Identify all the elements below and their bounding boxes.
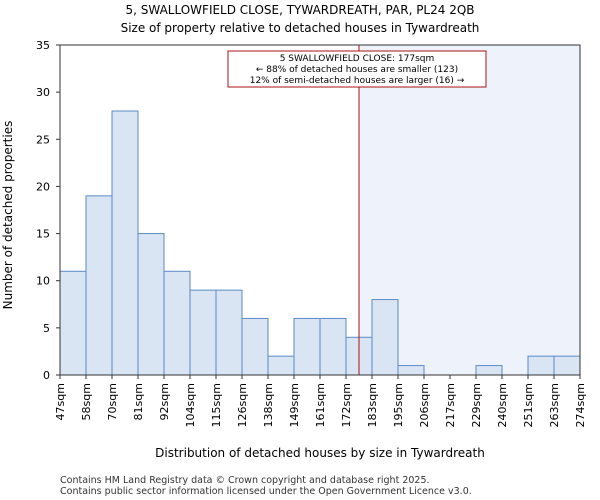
annotation-line-3: 12% of semi-detached houses are larger (… [250, 76, 465, 86]
bars-group [59, 110, 581, 376]
x-tick-label: 104sqm [184, 383, 197, 427]
bar-126sqm [241, 317, 269, 376]
x-tick-label: 81sqm [132, 383, 145, 420]
bar-183sqm [371, 299, 399, 376]
bar-104sqm [189, 289, 217, 376]
y-tick-label: 30 [36, 86, 50, 99]
bar-229sqm [475, 365, 503, 376]
bar-81sqm [137, 233, 165, 376]
y-axis: 0 5 10 15 20 25 30 35 [36, 39, 60, 382]
bar-138sqm [267, 355, 295, 376]
x-tick-label: 47sqm [54, 383, 67, 420]
x-tick-label: 58sqm [80, 383, 93, 420]
x-tick-label: 274sqm [574, 383, 587, 427]
y-tick-label: 5 [43, 322, 50, 335]
x-tick-label: 70sqm [106, 383, 119, 420]
x-axis: 47sqm 58sqm 70sqm 81sqm 92sqm 104sqm 115sqm 126… [54, 375, 587, 427]
annotation-box: 5 SWALLOWFIELD CLOSE: 177sqm ← 88% of de… [227, 50, 487, 88]
bar-263sqm [553, 355, 581, 376]
x-tick-label: 138sqm [262, 383, 275, 427]
annotation-frame [227, 50, 487, 88]
x-tick-label: 183sqm [366, 383, 379, 427]
x-tick-label: 240sqm [496, 383, 509, 427]
x-tick-label: 161sqm [314, 383, 327, 427]
y-tick-label: 10 [36, 275, 50, 288]
x-tick-label: 92sqm [158, 383, 171, 420]
bar-161sqm [319, 317, 347, 376]
footer-line-1: Contains HM Land Registry data © Crown c… [60, 475, 430, 486]
footer-line-2: Contains public sector information licen… [60, 486, 472, 497]
x-tick-label: 126sqm [236, 383, 249, 427]
y-axis-label: Number of detached properties [1, 121, 15, 310]
bar-195sqm [397, 365, 425, 376]
bar-115sqm [215, 289, 243, 376]
annotation-line-2: ← 88% of detached houses are smaller (12… [256, 65, 458, 75]
x-tick-label: 229sqm [470, 383, 483, 427]
bar-47sqm [59, 270, 87, 376]
y-tick-label: 25 [36, 133, 50, 146]
y-tick-label: 0 [43, 369, 50, 382]
x-tick-label: 206sqm [418, 383, 431, 427]
x-tick-label: 195sqm [392, 383, 405, 427]
x-tick-label: 217sqm [444, 383, 457, 427]
bar-92sqm [163, 270, 191, 376]
bar-251sqm [527, 355, 555, 376]
x-tick-label: 251sqm [522, 383, 535, 427]
y-tick-label: 15 [36, 228, 50, 241]
x-axis-label: Distribution of detached houses by size … [155, 446, 485, 460]
bar-149sqm [293, 317, 321, 376]
bar-58sqm [85, 195, 113, 376]
x-tick-label: 172sqm [340, 383, 353, 427]
x-tick-label: 149sqm [288, 383, 301, 427]
x-tick-label: 115sqm [210, 383, 223, 427]
chart-subtitle: Size of property relative to detached ho… [121, 21, 480, 35]
annotation-line-1: 5 SWALLOWFIELD CLOSE: 177sqm [280, 54, 435, 64]
y-tick-label: 20 [36, 180, 50, 193]
x-tick-label: 263sqm [548, 383, 561, 427]
chart-title: 5, SWALLOWFIELD CLOSE, TYWARDREATH, PAR,… [125, 3, 474, 17]
bar-70sqm [111, 110, 139, 376]
y-tick-label: 35 [36, 39, 50, 52]
